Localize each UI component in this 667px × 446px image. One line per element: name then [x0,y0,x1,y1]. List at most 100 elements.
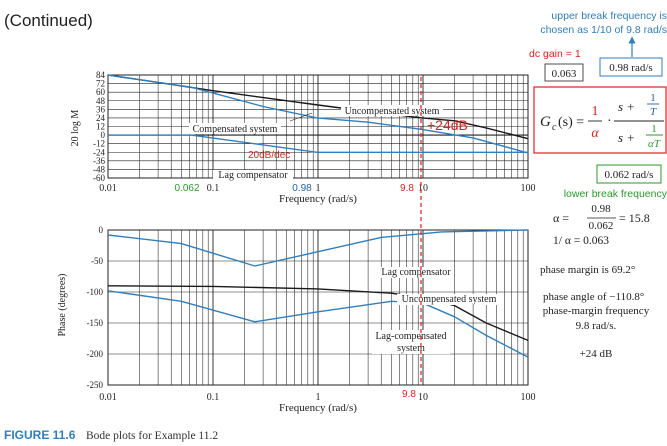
phase-grid [108,230,528,385]
phase-x-tick-label: 100 [521,392,536,403]
phase-margin-frequency-line1: phase-margin frequency [543,305,650,317]
phase-x-tick-label: 0.1 [207,392,220,403]
gain-note: +24 dB [580,348,613,360]
phase-x-tick-label: 1 [316,392,321,403]
magnitude-y-tick-label: 72 [96,79,105,89]
figure-label: FIGURE 11.6 [4,428,76,442]
alpha-numerator: 0.98 [591,203,611,215]
lower-break-box [596,164,662,184]
continued-label: (Continued) [4,11,93,30]
magnitude-y-tick-label: 12 [96,122,105,132]
lower-break-tick-label: 0.062 [174,183,199,194]
dc-gain-box [544,63,584,82]
magnitude-y-tick-label: -12 [93,139,105,149]
gc-aT: αT [648,138,661,150]
phase-margin-note: phase margin is 69.2° [540,264,635,276]
gc-symbol: G [540,114,551,130]
phase-series-lag-compensator [107,229,529,267]
phase-uncompensated-label: Uncompensated system [402,294,497,305]
phase-y-tick-label: -100 [87,287,104,297]
gc-denominator-s: s + [618,130,635,145]
upper-break-box [599,57,663,77]
magnitude-y-tick-label: 0 [101,130,106,140]
lag-label-box [213,170,293,181]
phase-lag-label: Lag compensator [381,267,451,278]
gc-alpha: α [591,126,599,141]
phase-crossover-tick-label: 9.8 [402,389,416,400]
uncompensated-leader [289,112,313,122]
phase-y-tick-label: 0 [99,225,104,235]
magnitude-x-tick-label: 0.01 [99,183,117,194]
phase-y-tick-label: -250 [87,380,104,390]
transfer-function-box [533,86,667,154]
magnitude-y-tick-label: 84 [96,70,106,80]
gc-T: T [650,106,657,118]
phase-x-tick-label: 10 [418,392,428,403]
phase-lag-label-box [378,267,454,278]
alpha-result: = 15.8 [619,211,650,225]
lower-break-label: lower break frequency [564,188,667,200]
magnitude-series-lag-compensator [108,134,528,153]
phase-margin-frequency-line2: 9.8 rad/s. [576,320,617,332]
gc-numerator-one: 1 [650,92,656,104]
phase-x-tick-label: 0.01 [99,392,117,403]
magnitude-y-tick-label: 60 [96,87,106,97]
inverse-alpha: 1/ α = 0.063 [553,235,609,247]
gc-one: 1 [592,104,599,119]
phase-y-tick-label: -200 [87,349,104,359]
phase-y-tick-label: -150 [87,318,104,328]
gc-subscript: c [552,122,557,133]
magnitude-x-ticks: 0.01 0.1 1 10 100 [99,183,535,194]
magnitude-x-tick-label: 1 [316,183,321,194]
magnitude-y-tick-label: -36 [93,156,105,166]
phase-uncompensated-label-box [397,294,501,305]
upper-break-tick-label: 0.98 [292,183,312,194]
upper-break-note-line1: upper break frequency is [551,10,667,22]
upper-break-value: 0.98 rad/s [609,62,652,74]
magnitude-x-tick-label: 0.1 [207,183,220,194]
gc-argument: (s) = [558,115,584,130]
phase-x-axis-label: Frequency (rad/s) [279,402,357,414]
gc-denominator-one: 1 [651,123,657,135]
annotations-panel: upper break frequency is chosen as 1/10 … [529,10,667,360]
uncompensated-label-box [341,105,443,116]
gc-numerator-s: s + [618,99,635,114]
magnitude-uncompensated-label: Uncompensated system [345,106,440,117]
magnitude-compensated-label: Compensated system [193,124,278,135]
magnitude-lag-label: Lag compensator [218,170,288,181]
magnitude-y-tick-label: 36 [96,104,106,114]
phase-plot: 0 -50 -100 -150 -200 -250 0.01 0.1 1 10 100 Phase… [57,225,536,414]
dc-gain-value: 0.063 [552,68,577,80]
magnitude-y-tick-label: 48 [96,96,106,106]
alpha-lhs: α = [553,211,569,225]
phase-compensated-label-line1: Lag-compensated [375,331,446,342]
gc-dot: · [607,114,612,129]
magnitude-y-tick-label: -24 [93,147,105,157]
compensated-label-box [189,123,281,134]
magnitude-y-tick-label: -48 [93,164,105,174]
phase-series-lag-compensated-system [107,290,529,358]
figure-title: Bode plots for Example 11.2 [86,430,218,442]
magnitude-series-compensated-system [107,74,529,154]
magnitude-x-tick-label: 10 [418,183,428,194]
phase-x-ticks: 0.01 0.1 1 10 100 [99,392,535,403]
phase-angle-note: phase angle of −110.8° [543,291,644,303]
alpha-denominator: 0.062 [589,220,614,232]
magnitude-y-tick-label: 24 [96,113,106,123]
upper-break-note-line2: chosen as 1/10 of 9.8 rad/s [540,24,667,36]
magnitude-x-tick-label: 100 [521,183,536,194]
magnitude-y-tick-label: -60 [93,173,105,183]
slope-annotation: 20dB/dec [248,150,290,161]
crossover-tick-label: 9.8 [400,183,414,194]
gain-annotation: +24dB [427,117,468,133]
phase-compensated-label-line2: system [397,343,425,354]
phase-y-axis-label: Phase (degrees) [57,273,68,336]
phase-compensated-label-box [372,330,450,354]
dc-gain-note: dc gain = 1 [529,48,581,60]
lower-break-value: 0.062 rad/s [605,169,654,181]
phase-y-ticks: 0 -50 -100 -150 -200 -250 [87,225,104,390]
magnitude-x-axis-label: Frequency (rad/s) [279,193,357,205]
